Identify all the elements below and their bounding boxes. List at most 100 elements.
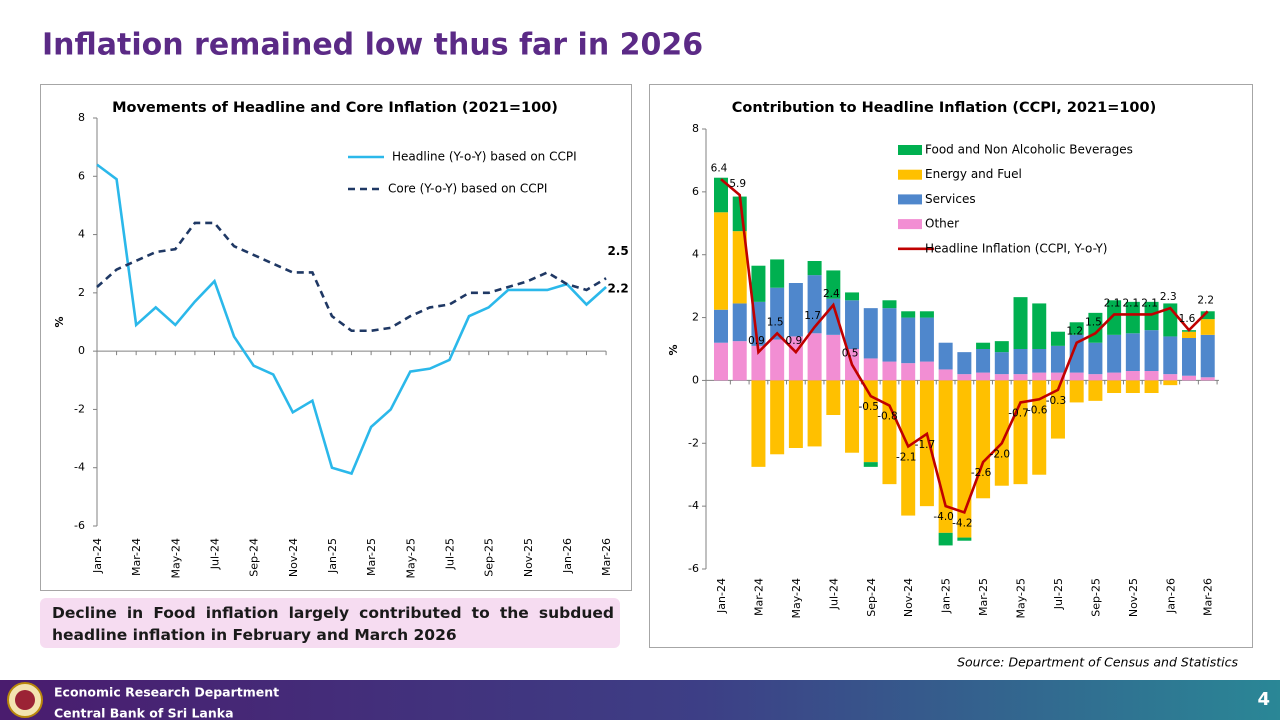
line-series <box>96 221 607 333</box>
bar-segment <box>732 303 747 342</box>
bar-segment <box>938 380 953 533</box>
source: Source: Department of Census and Statist… <box>957 655 1238 670</box>
bar-segment <box>919 361 934 381</box>
bar-segment <box>957 380 972 538</box>
bar-segment <box>882 308 897 362</box>
bar-segment <box>1013 297 1028 349</box>
x-tick-label: Jul-24 <box>827 578 840 610</box>
bar-segment <box>751 380 766 467</box>
y-tick-label: 4 <box>78 228 85 241</box>
bar-segment <box>1144 330 1159 371</box>
legend-swatch <box>898 169 922 180</box>
data-label: 2.3 <box>1160 291 1177 303</box>
footer-department: Economic Research Department <box>54 685 279 700</box>
data-label: -2.1 <box>896 451 917 463</box>
x-tick-label: Jul-25 <box>1052 578 1065 610</box>
x-tick-label: May-25 <box>1015 578 1028 619</box>
x-tick-label: Jan-25 <box>326 538 339 574</box>
data-label: 6.4 <box>711 162 728 174</box>
x-tick-label: Mar-24 <box>130 538 143 576</box>
y-tick-label: 8 <box>692 122 699 135</box>
bar-segment <box>845 380 860 453</box>
x-tick-label: Jan-26 <box>1164 578 1177 614</box>
bar-segment <box>957 537 972 541</box>
data-label: 2.2 <box>607 282 628 296</box>
footer-bank: Central Bank of Sri Lanka <box>54 706 234 720</box>
bar-segment <box>826 334 841 381</box>
x-tick-label: Mar-26 <box>600 538 613 576</box>
bar-segment <box>863 380 878 463</box>
bar-segment <box>1013 349 1028 375</box>
bar-segment <box>1088 342 1103 375</box>
bar-segment <box>882 380 897 485</box>
bar-segment <box>1200 377 1215 381</box>
bar-segment <box>901 311 916 318</box>
x-tick-label: Jan-24 <box>91 538 104 574</box>
x-tick-label: Nov-24 <box>902 578 915 617</box>
bar-segment <box>1032 372 1047 381</box>
data-label: 2.1 <box>1141 297 1158 309</box>
y-axis-label: % <box>53 316 66 327</box>
legend-swatch <box>898 219 922 230</box>
bar-segment <box>919 311 934 318</box>
data-label: 2.2 <box>1197 294 1214 306</box>
bar-segment <box>770 287 785 340</box>
bar-segment <box>938 532 953 546</box>
bar-segment <box>1107 380 1122 393</box>
bar-segment <box>1013 380 1028 485</box>
x-tick-label: Nov-25 <box>522 538 535 577</box>
bar-segment <box>1144 380 1159 393</box>
chart-title: Movements of Headline and Core Inflation… <box>112 100 558 116</box>
bar-segment <box>807 380 822 447</box>
slide-title: Inflation remained low thus far in 2026 <box>42 28 703 63</box>
bar-segment <box>1125 371 1140 381</box>
bar-segment <box>919 317 934 362</box>
bar-segment <box>1182 331 1196 338</box>
bar-segment <box>807 261 822 276</box>
bar-segment <box>1088 374 1103 381</box>
bar-segment <box>1107 300 1122 335</box>
y-tick-label: -2 <box>74 402 85 415</box>
bar-segment <box>994 341 1009 353</box>
data-label: -0.5 <box>859 401 880 413</box>
bar-segment <box>826 380 841 415</box>
bar-segment <box>845 292 860 301</box>
y-tick-label: 2 <box>692 311 699 324</box>
bar-segment <box>770 380 785 455</box>
left-panel <box>40 84 632 591</box>
bar-segment <box>1032 303 1047 349</box>
y-tick-label: -6 <box>688 562 699 575</box>
legend-swatch <box>898 145 922 155</box>
data-label: 1.5 <box>767 316 784 328</box>
bar-segment <box>863 308 878 359</box>
bar-segment <box>714 177 728 213</box>
data-label: 1.2 <box>1066 326 1083 338</box>
legend-label: Other <box>925 217 959 231</box>
bar-segment <box>1069 380 1084 403</box>
x-tick-label: May-24 <box>169 538 182 579</box>
data-label: -4.2 <box>952 517 973 529</box>
x-tick-label: Nov-25 <box>1127 578 1140 617</box>
x-tick-label: May-25 <box>404 538 417 579</box>
bar-segment <box>1144 371 1159 381</box>
bar-segment <box>1050 372 1065 381</box>
bar-segment <box>1144 301 1159 331</box>
bar-segment <box>1032 380 1047 475</box>
bar-segment <box>994 380 1009 486</box>
bar-segment <box>994 352 1009 375</box>
legend-label: Core (Y-o-Y) based on CCPI <box>388 182 547 196</box>
x-tick-label: Sep-24 <box>865 578 878 617</box>
bar-segment <box>882 300 897 309</box>
bar-segment <box>714 212 728 310</box>
footer-bar <box>0 680 1280 720</box>
bar-segment <box>826 270 841 299</box>
bar-segment <box>1163 336 1178 375</box>
data-label: 0.9 <box>748 335 765 347</box>
x-tick-label: Mar-25 <box>365 538 378 576</box>
bar-segment <box>1182 338 1196 376</box>
y-tick-label: 6 <box>692 185 699 198</box>
bar-segment <box>845 300 860 349</box>
bar-segment <box>901 317 916 364</box>
line-series <box>96 163 607 476</box>
legend-label: Food and Non Alcoholic Beverages <box>925 143 1133 157</box>
